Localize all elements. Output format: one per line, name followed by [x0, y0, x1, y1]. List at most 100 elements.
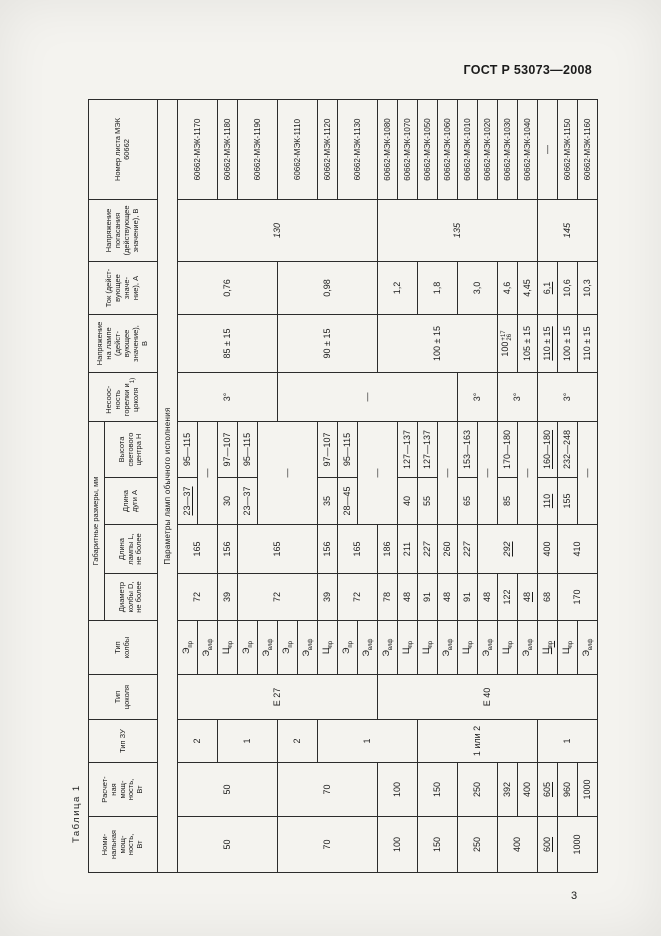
table-cell: 130 [177, 199, 378, 262]
table-cell: Цпр [417, 620, 438, 675]
table-cell: 605 [537, 762, 558, 817]
table-cell: 65 [457, 477, 478, 525]
table-cell: Цпр [397, 620, 418, 675]
table-cell: 39 [217, 573, 238, 621]
table-cell: 97—107 [317, 421, 338, 478]
table-cell: 60662-МЭК-1160 [577, 99, 598, 200]
table-cell: 50 [177, 762, 278, 817]
table-cell: 4,45 [517, 261, 538, 315]
lamp-parameters-table: Номи- нальная мощ- ность, Вт Расчет- ная… [88, 99, 598, 873]
table-cell: 60662-МЭК-1150 [557, 99, 578, 200]
table-cell: 227 [417, 524, 438, 574]
table-cell: 60662-МЭК-1010 [457, 99, 478, 200]
table-cell: — [357, 421, 398, 525]
table-cell: Е 27 [177, 674, 378, 720]
table-cell: Эвлф [197, 620, 218, 675]
table-cell: Эвлф [517, 620, 538, 675]
table-cell: Цпр [497, 620, 518, 675]
table-cell: 2 [277, 719, 318, 763]
table-body: Параметры ламп обычного исполнения 50 50 2 Е… [157, 99, 598, 873]
table-cell: 10,6 [557, 261, 578, 315]
table-cell: 600 [537, 816, 558, 873]
table-cell: 100 +17 26 [497, 314, 518, 373]
table-cell: 400 [537, 524, 558, 574]
table-cell: 3° [497, 372, 538, 422]
table-cell: 110 ± 15 [537, 314, 558, 373]
table-cell: Цпр [537, 620, 558, 675]
table-cell: Цпр [557, 620, 578, 675]
table-cell: 95—115 [237, 421, 258, 478]
table-cell: 60662-МЭК-1050 [417, 99, 438, 200]
page-number: 3 [571, 890, 578, 902]
table-cell: 35 [317, 477, 338, 525]
table-cell: Эпр [277, 620, 298, 675]
table-cell: 100 ± 15 [377, 314, 498, 373]
table-cell: 40 [397, 477, 418, 525]
table-cell: Цпр [217, 620, 238, 675]
table-cell: 78 [377, 573, 398, 621]
gost-standard-number: ГОСТ Р 53073—2008 [463, 63, 592, 77]
table-cell: 3° [177, 372, 278, 422]
table-cell: 1 [317, 719, 418, 763]
column-header-alignment: Несоос- ность горелки и цоколя1) [88, 372, 158, 422]
table-cell: 48 [397, 573, 418, 621]
table-cell: 186 [377, 524, 398, 574]
table-cell: Эпр [177, 620, 198, 675]
table-cell: 165 [337, 524, 378, 574]
table-cell: 145 [537, 199, 598, 262]
table-cell: 250 [457, 816, 498, 873]
table-cell: 72 [177, 573, 218, 621]
table-cell: 60662-МЭК-1060 [437, 99, 458, 200]
table-cell: Эвлф [297, 620, 318, 675]
table-cell: 70 [277, 762, 378, 817]
table-cell: 100 [377, 762, 418, 817]
table-cell: 2 [177, 719, 218, 763]
table-cell: 60662-МЭК-1080 [377, 99, 398, 200]
table-cell: 60662-МЭК-1110 [277, 99, 318, 200]
table-cell: 97—107 [217, 421, 238, 478]
table-cell: 3,0 [457, 261, 498, 315]
table-cell: 1 [217, 719, 278, 763]
table-cell: 227 [457, 524, 478, 574]
table-cell: — [537, 99, 558, 200]
table-cell: 85 ± 15 [177, 314, 278, 373]
table-cell: 165 [177, 524, 218, 574]
table-cell: — [477, 421, 498, 525]
column-header-cap-type: Тип цоколя [88, 674, 158, 720]
table-cell: 400 [497, 816, 538, 873]
table-cell: 127—137 [397, 421, 418, 478]
table-cell: 110 ± 15 [577, 314, 598, 373]
table-cell: Эпр [337, 620, 358, 675]
table-cell: 1 [537, 719, 598, 763]
table-cell: 100 ± 15 [557, 314, 578, 373]
table-cell: 110 [537, 477, 558, 525]
table-cell: 48 [477, 573, 498, 621]
table-cell: Эвлф [437, 620, 458, 675]
table-cell: Эвлф [477, 620, 498, 675]
table-cell: 960 [557, 762, 578, 817]
table-cell: 60662-МЭК-1190 [237, 99, 278, 200]
table-cell: 3° [457, 372, 498, 422]
table-cell: 150 [417, 816, 458, 873]
table-cell: Эвлф [257, 620, 278, 675]
column-header-calc-power: Расчет- ная мощ- ность, Вт [88, 762, 158, 817]
table-cell: 1000 [557, 816, 598, 873]
table-cell: 91 [417, 573, 438, 621]
table-cell: 60662-МЭК-1020 [477, 99, 498, 200]
table-cell: 23—37 [177, 477, 198, 525]
table-cell: 260 [437, 524, 458, 574]
column-group-dimensions: Габаритные размеры, мм [88, 421, 105, 621]
table-cell: 160—180 [537, 421, 558, 478]
column-header-lamp-length: Длина лампы L, не более [104, 524, 158, 574]
column-header-current: Ток (дейст- вующее значе- ние), А [88, 261, 158, 315]
table-caption: Таблица 1 [71, 784, 82, 843]
table-cell: 28—45 [337, 477, 358, 525]
table-row: 50 50 2 Е 27 Эпр 72 165 23—37 95—115 3° 85 ± 15 0,7… [177, 99, 378, 873]
table-cell: 50 [177, 816, 278, 873]
table-cell: — [517, 421, 538, 525]
table-cell: 156 [317, 524, 338, 574]
table-cell: Эвлф [577, 620, 598, 675]
table-cell: 400 [517, 762, 538, 817]
table-cell: 150 [417, 762, 458, 817]
table-cell: 155 [557, 477, 578, 525]
